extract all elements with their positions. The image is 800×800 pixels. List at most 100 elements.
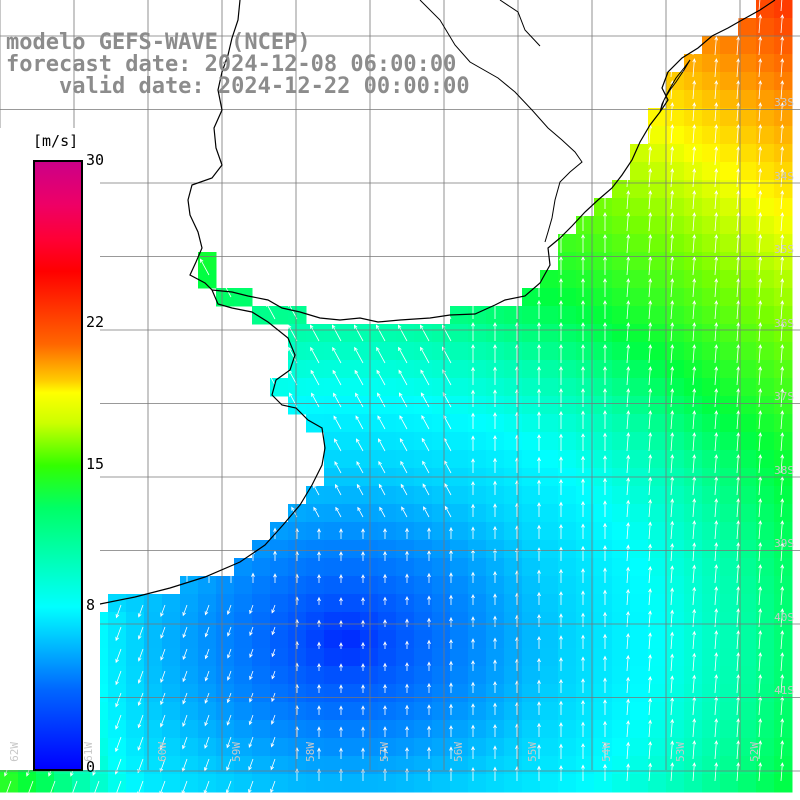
wind-speed-cell: [540, 756, 559, 775]
wind-speed-cell: [198, 612, 217, 631]
wind-arrow: [334, 460, 342, 474]
wind-speed-cell: [738, 270, 757, 289]
wind-speed-cell: [414, 504, 433, 523]
wind-arrow: [736, 410, 741, 430]
wind-speed-cell: [612, 432, 631, 451]
wind-arrow: [160, 648, 166, 661]
wind-speed-cell: [702, 324, 721, 343]
wind-speed-cell: [684, 576, 703, 595]
wind-speed-cell: [630, 540, 649, 559]
wind-arrow: [335, 506, 342, 518]
wind-speed-cell: [594, 288, 613, 307]
wind-speed-cell: [162, 756, 181, 775]
wind-arrow: [204, 692, 210, 704]
wind-speed-cell: [522, 648, 541, 667]
wind-speed-cell: [612, 774, 631, 793]
wind-speed-cell: [648, 414, 667, 433]
wind-speed-cell: [342, 360, 361, 379]
wind-arrow: [758, 454, 763, 474]
wind-speed-cell: [756, 774, 775, 793]
wind-arrow: [714, 388, 719, 408]
wind-speed-cell: [180, 594, 199, 613]
wind-speed-cell: [702, 306, 721, 325]
wind-speed-cell: [450, 522, 469, 541]
wind-speed-cell: [612, 630, 631, 649]
wind-speed-cell: [630, 666, 649, 685]
wind-arrow: [736, 36, 741, 56]
wind-speed-cell: [738, 702, 757, 721]
wind-arrow: [383, 550, 387, 561]
wind-speed-cell: [756, 18, 775, 37]
wind-speed-cell: [414, 702, 433, 721]
wind-speed-cell: [270, 576, 289, 595]
wind-arrow: [626, 322, 631, 342]
wind-speed-cell: [630, 558, 649, 577]
wind-speed-cell: [396, 558, 415, 577]
wind-speed-cell: [576, 216, 595, 235]
wind-speed-cell: [252, 594, 271, 613]
wind-arrow: [159, 736, 166, 751]
wind-speed-cell: [522, 594, 541, 613]
wind-speed-cell: [540, 288, 559, 307]
wind-speed-cell: [126, 612, 145, 631]
wind-speed-cell: [612, 378, 631, 397]
wind-speed-cell: [540, 486, 559, 505]
wind-speed-cell: [720, 324, 739, 343]
wind-arrow: [493, 702, 497, 715]
wind-arrow: [692, 520, 697, 540]
wind-speed-cell: [648, 324, 667, 343]
wind-arrow: [581, 366, 585, 385]
wind-arrow: [331, 324, 342, 342]
wind-speed-cell: [576, 576, 595, 595]
wind-speed-cell: [162, 594, 181, 613]
wind-speed-cell: [558, 630, 577, 649]
wind-arrow: [537, 701, 541, 715]
wind-arrow: [714, 674, 719, 694]
wind-speed-cell: [648, 270, 667, 289]
wind-arrow: [559, 478, 563, 495]
wind-speed-cell: [432, 576, 451, 595]
wind-speed-cell: [450, 432, 469, 451]
wind-speed-cell: [360, 540, 379, 559]
wind-speed-cell: [558, 774, 577, 793]
wind-speed-cell: [558, 648, 577, 667]
wind-arrow: [427, 725, 431, 737]
wind-speed-cell: [450, 630, 469, 649]
wind-arrow: [353, 324, 364, 342]
wind-arrow: [559, 433, 563, 451]
wind-speed-cell: [522, 486, 541, 505]
wind-speed-cell: [396, 396, 415, 415]
wind-speed-cell: [270, 612, 289, 631]
wind-arrow: [471, 549, 475, 561]
wind-speed-cell: [522, 378, 541, 397]
wind-speed-cell: [666, 774, 685, 793]
wind-speed-cell: [450, 378, 469, 397]
wind-arrow: [229, 571, 233, 583]
wind-speed-cell: [252, 558, 271, 577]
wind-arrow: [265, 302, 276, 320]
wind-speed-cell: [252, 666, 271, 685]
wind-speed-cell: [522, 288, 541, 307]
wind-arrow: [471, 616, 475, 627]
wind-speed-cell: [396, 342, 415, 361]
wind-arrow: [581, 300, 585, 319]
wind-speed-cell: [774, 396, 793, 415]
wind-speed-cell: [306, 684, 325, 703]
wind-speed-cell: [648, 126, 667, 145]
wind-speed-cell: [738, 360, 757, 379]
wind-speed-cell: [414, 540, 433, 559]
wind-speed-cell: [576, 702, 595, 721]
wind-speed-cell: [738, 432, 757, 451]
wind-arrow: [182, 736, 188, 750]
wind-speed-cell: [342, 720, 361, 739]
wind-speed-cell: [630, 522, 649, 541]
wind-arrow: [227, 648, 232, 659]
wind-speed-cell: [720, 720, 739, 739]
wind-arrow: [670, 697, 674, 716]
wind-arrow: [736, 14, 741, 34]
wind-speed-cell: [324, 558, 343, 577]
wind-speed-cell: [252, 576, 271, 595]
wind-speed-cell: [414, 414, 433, 433]
wind-speed-cell: [468, 378, 487, 397]
